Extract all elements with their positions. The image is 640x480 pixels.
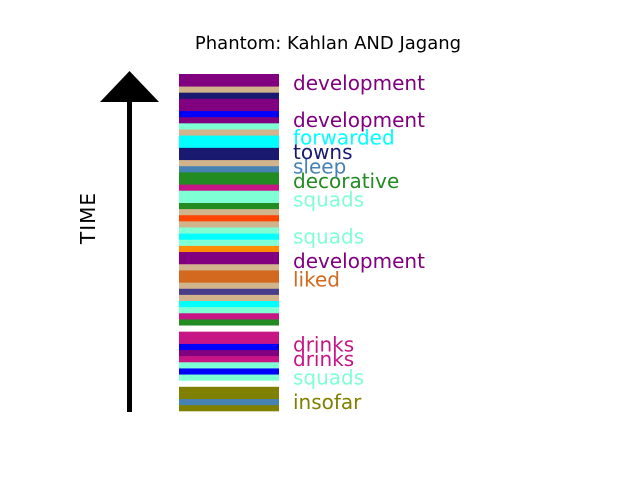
event-label: liked	[293, 267, 340, 291]
stripe	[179, 306, 279, 314]
event-label: squads	[293, 224, 364, 248]
stripe	[179, 104, 279, 112]
event-label: towns	[293, 140, 353, 164]
time-arrow-head	[100, 71, 159, 102]
stripe-stack	[179, 74, 279, 412]
stripe	[179, 398, 279, 406]
stripe	[179, 270, 279, 277]
stripe	[179, 361, 279, 369]
stripe	[179, 159, 279, 167]
event-label: insofar	[293, 390, 362, 414]
stripe	[179, 196, 279, 203]
stripe	[179, 74, 279, 81]
stripe	[179, 349, 279, 357]
stripe	[179, 178, 279, 185]
stripe	[179, 184, 279, 191]
event-label: development	[293, 71, 425, 95]
stripe	[179, 300, 279, 308]
stripe	[179, 123, 279, 130]
stripe	[179, 98, 279, 105]
stripe	[179, 153, 279, 161]
stripe	[179, 190, 279, 197]
stripe	[179, 294, 279, 302]
stripe	[179, 233, 279, 240]
stripe	[179, 263, 279, 271]
stripe	[179, 110, 279, 118]
stripe	[179, 141, 279, 148]
stripe	[179, 202, 279, 210]
stripe	[179, 288, 279, 295]
label-column: insofarsquadsdrinksdrinkslikeddevelopmen…	[293, 71, 425, 414]
stripe	[179, 221, 279, 228]
stripe	[179, 331, 279, 338]
stripe	[179, 343, 279, 351]
stripe	[179, 337, 279, 344]
stripe	[179, 208, 279, 216]
stripe	[179, 257, 279, 265]
stripe	[179, 86, 279, 93]
event-label: decorative	[293, 169, 399, 193]
event-label: squads	[293, 188, 364, 212]
event-label: development	[293, 249, 425, 273]
stripe	[179, 368, 279, 375]
stripe	[179, 227, 279, 234]
chart-title: Phantom: Kahlan AND Jagang	[195, 33, 461, 54]
time-axis	[100, 71, 159, 412]
stripe	[179, 404, 279, 412]
stripe	[179, 239, 279, 246]
stripe	[179, 80, 279, 87]
event-label: sleep	[293, 155, 346, 179]
stripe	[179, 92, 279, 99]
event-label: development	[293, 108, 425, 132]
stripe	[179, 129, 279, 136]
event-label: squads	[293, 365, 364, 389]
event-label: drinks	[293, 332, 354, 356]
stripe	[179, 386, 279, 393]
stripe	[179, 116, 279, 124]
stripe	[179, 135, 279, 142]
stripe	[179, 374, 279, 381]
stripe	[179, 276, 279, 283]
stripe	[179, 380, 279, 387]
stripe	[179, 312, 279, 320]
y-axis-label: TIME	[76, 192, 100, 245]
stripe	[179, 319, 279, 326]
stripe	[179, 325, 279, 332]
stripe	[179, 392, 279, 400]
stripe	[179, 282, 279, 289]
stripe	[179, 147, 279, 154]
stripe	[179, 214, 279, 222]
stripe	[179, 355, 279, 363]
stripe	[179, 251, 279, 259]
event-label: drinks	[293, 347, 354, 371]
stripe	[179, 165, 279, 173]
event-label: forwarded	[293, 126, 395, 150]
stripe	[179, 172, 279, 179]
stripe	[179, 245, 279, 252]
